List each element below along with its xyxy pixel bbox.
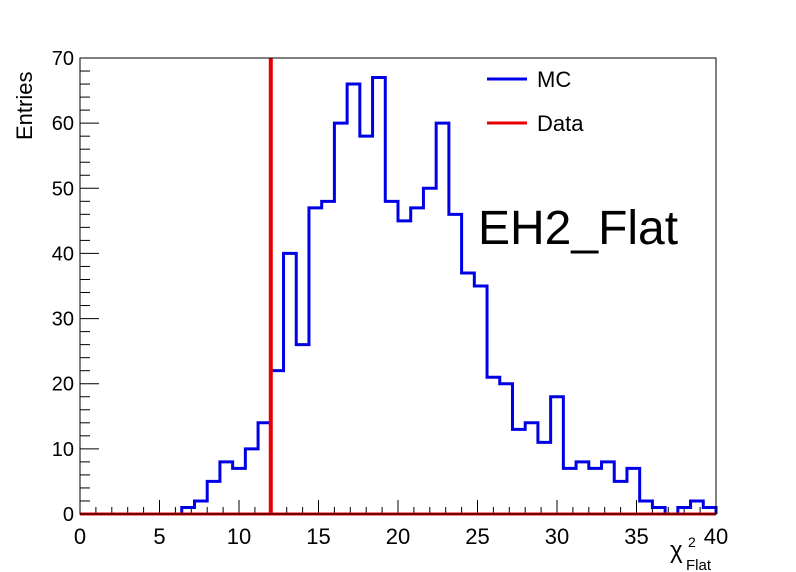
y-axis-label: Entries xyxy=(12,72,37,140)
mc-histogram-bin xyxy=(538,442,551,514)
mc-histogram-bin xyxy=(385,201,398,514)
mc-histogram-bin xyxy=(640,501,653,514)
mc-histogram-bin xyxy=(347,84,360,514)
x-tick-label: 40 xyxy=(704,524,728,549)
mc-histogram-bin xyxy=(449,214,462,514)
x-axis-label-superscript: 2 xyxy=(688,534,696,550)
x-tick-label: 20 xyxy=(386,524,410,549)
mc-histogram-bin xyxy=(500,384,513,514)
y-tick-label: 60 xyxy=(52,113,74,135)
mc-histogram-bin xyxy=(589,468,602,514)
x-axis-label-subscript: Flat xyxy=(686,557,712,572)
legend: MC Data xyxy=(487,67,584,136)
y-tick-label: 70 xyxy=(52,48,74,70)
mc-histogram-bin xyxy=(436,123,449,514)
mc-histogram-bin xyxy=(411,208,424,514)
x-tick-label: 30 xyxy=(545,524,569,549)
mc-histogram-bin xyxy=(563,468,576,514)
mc-histogram-bin xyxy=(512,429,525,514)
mc-histogram-bin xyxy=(462,273,475,514)
mc-histogram-bin xyxy=(360,136,373,514)
x-tick-label: 25 xyxy=(465,524,489,549)
mc-histogram-bin xyxy=(309,208,322,514)
mc-histogram-bin xyxy=(423,188,436,514)
mc-histogram-bin xyxy=(296,345,309,514)
x-tick-label: 0 xyxy=(74,524,86,549)
x-tick-label: 10 xyxy=(227,524,251,549)
x-axis-label-main: χ xyxy=(670,537,683,564)
legend-mc-label: MC xyxy=(537,67,571,92)
chart-title: EH2_Flat xyxy=(478,202,678,255)
x-tick-label: 15 xyxy=(306,524,330,549)
mc-histogram-bin xyxy=(334,123,347,514)
mc-histogram-bin xyxy=(691,501,704,514)
mc-histogram-bin xyxy=(194,501,207,514)
mc-histogram-bin xyxy=(576,462,589,514)
x-tick-label: 35 xyxy=(624,524,648,549)
mc-histogram-bin xyxy=(614,481,627,514)
mc-histogram-bin xyxy=(474,286,487,514)
x-axis-label: χ 2 Flat xyxy=(670,534,712,572)
axes: 0 10 20 30 40 50 60 70 0 5 10 15 20 25 30 35 40 xyxy=(52,48,728,549)
x-tick-label: 5 xyxy=(153,524,165,549)
mc-histogram-series xyxy=(80,76,718,516)
mc-histogram-bin xyxy=(245,449,258,514)
mc-histogram-bin xyxy=(373,78,386,514)
plot-frame xyxy=(79,57,717,515)
mc-histogram-bin xyxy=(207,481,220,514)
y-tick-label: 30 xyxy=(52,309,74,331)
mc-histogram-bin xyxy=(220,462,233,514)
y-tick-label: 20 xyxy=(52,374,74,396)
legend-data-label: Data xyxy=(537,111,584,136)
mc-histogram-bin xyxy=(487,377,500,514)
mc-histogram-bin xyxy=(322,201,335,514)
mc-histogram-bin xyxy=(627,468,640,514)
y-tick-label: 40 xyxy=(52,243,74,265)
mc-histogram-bin xyxy=(551,397,564,514)
mc-histogram-bin xyxy=(525,423,538,514)
y-tick-label: 0 xyxy=(63,504,74,526)
mc-histogram-bin xyxy=(284,253,297,514)
y-tick-label: 10 xyxy=(52,439,74,461)
y-tick-label: 50 xyxy=(52,178,74,200)
mc-histogram-bin xyxy=(602,462,615,514)
mc-histogram-bin xyxy=(398,221,411,514)
mc-histogram-bin xyxy=(233,468,246,514)
